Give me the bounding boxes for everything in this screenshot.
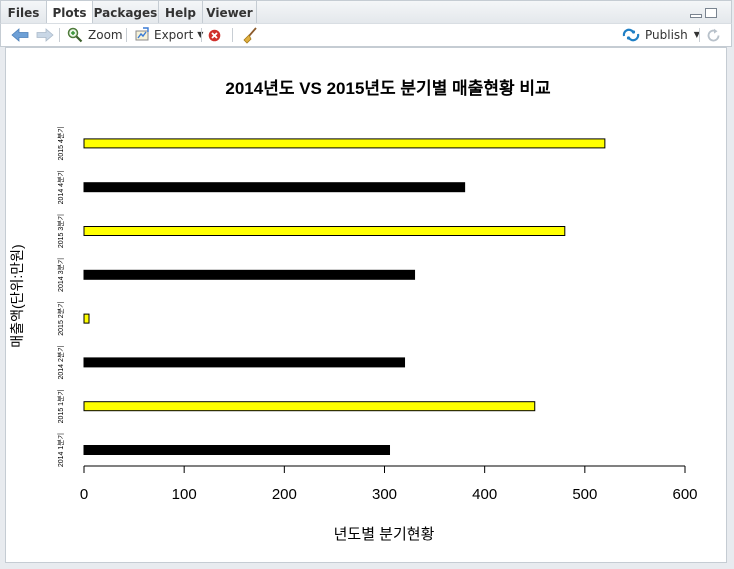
x-tick-label: 600: [672, 486, 697, 503]
forward-button[interactable]: [36, 24, 54, 46]
bar: [83, 269, 416, 280]
tab-help[interactable]: Help: [159, 1, 203, 24]
category-label: 2014 4분기: [56, 170, 65, 204]
x-tick-label: 500: [572, 486, 597, 503]
remove-plot-icon: [208, 29, 221, 41]
zoom-button[interactable]: Zoom: [67, 24, 123, 46]
tab-viewer[interactable]: Viewer: [203, 1, 257, 24]
minimize-icon[interactable]: [690, 14, 702, 18]
bar: [83, 401, 536, 412]
zoom-label: Zoom: [88, 28, 123, 42]
remove-plot-button[interactable]: [208, 24, 221, 46]
bar: [83, 445, 391, 455]
pane-tab-bar: Files Plots Packages Help Viewer: [0, 0, 732, 25]
category-label: 2015 3분기: [56, 214, 65, 248]
x-tick-label: 100: [172, 486, 197, 503]
export-icon: [135, 27, 149, 41]
category-labels: 2014 1분기 2015 1분기 2014 2분기 2015 2분기 2014 3분기…: [56, 126, 65, 467]
category-label: 2014 1분기: [56, 433, 65, 467]
refresh-icon: [707, 28, 720, 41]
publish-icon: [622, 28, 640, 42]
x-tick-label: 400: [472, 486, 497, 503]
x-axis: 0 100 200 300 400 500 600: [80, 465, 698, 503]
plots-toolbar: Zoom Export ▼ Publish ▼: [0, 23, 732, 47]
maximize-icon[interactable]: [705, 8, 717, 18]
publish-label: Publish: [645, 28, 688, 42]
zoom-icon: [67, 27, 83, 43]
category-label: 2015 2분기: [56, 301, 65, 335]
x-tick-label: 200: [272, 486, 297, 503]
bar-chart: 2014년도 VS 2015년도 분기별 매출현황 비교 매출액(단위:만원) …: [9, 79, 698, 543]
export-menu[interactable]: Export ▼: [134, 24, 203, 46]
refresh-button[interactable]: [706, 24, 721, 46]
x-axis-label: 년도별 분기현황: [334, 526, 435, 543]
chart-title: 2014년도 VS 2015년도 분기별 매출현황 비교: [225, 79, 551, 98]
category-label: 2015 1분기: [56, 389, 65, 423]
chevron-down-icon: ▼: [693, 30, 700, 39]
clear-plots-button[interactable]: [241, 24, 258, 46]
bar: [83, 313, 90, 324]
export-label: Export: [154, 28, 194, 42]
back-button[interactable]: [11, 24, 29, 46]
bar: [83, 182, 466, 193]
tab-files[interactable]: Files: [1, 1, 47, 24]
publish-button[interactable]: Publish ▼: [622, 24, 700, 46]
broom-icon: [243, 26, 257, 44]
arrow-right-icon: [36, 28, 54, 42]
x-tick-label: 0: [80, 486, 88, 503]
category-label: 2014 2분기: [56, 345, 65, 379]
category-label: 2014 3분기: [56, 258, 65, 292]
tab-packages[interactable]: Packages: [93, 1, 159, 24]
x-tick-label: 300: [372, 486, 397, 503]
category-label: 2015 4분기: [56, 126, 65, 160]
chevron-down-icon: ▼: [197, 24, 203, 46]
tab-plots[interactable]: Plots: [47, 1, 93, 25]
bar: [83, 357, 406, 368]
window-controls: [687, 8, 717, 27]
bar-series: [83, 138, 606, 455]
plot-viewport: 2014년도 VS 2015년도 분기별 매출현황 비교 매출액(단위:만원) …: [5, 47, 727, 563]
bar: [83, 226, 566, 236]
arrow-left-icon: [11, 28, 29, 42]
y-axis-label: 매출액(단위:만원): [9, 244, 25, 347]
bar: [83, 138, 606, 149]
